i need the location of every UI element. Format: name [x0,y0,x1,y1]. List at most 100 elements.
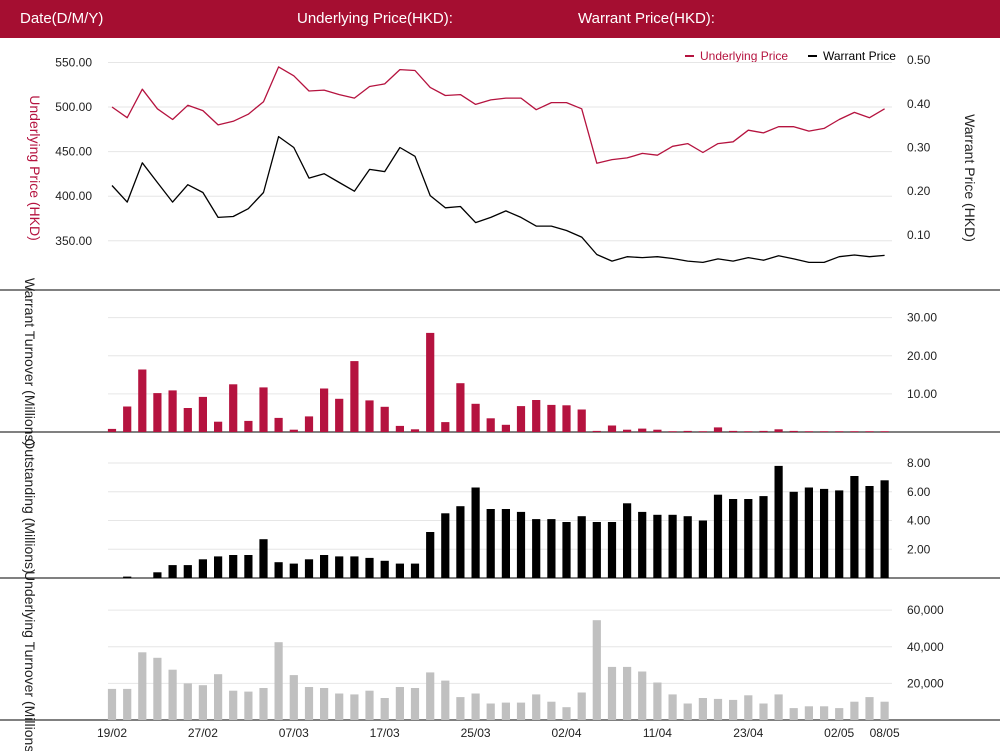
x-axis-tick-label: 07/03 [279,726,309,740]
warrant-turnover-bar [198,396,207,432]
outstanding-bar [516,511,526,578]
outstanding-bar [183,565,192,578]
legend-warrant-label[interactable]: Warrant Price [823,49,896,63]
outstanding-bar [820,488,829,578]
outstanding-bar [744,499,753,578]
price-right-tick-label: 0.20 [907,184,931,198]
warrant-turnover-bar [638,428,647,432]
warrant-turnover-axis-title: Warrant Turnover (Millions) [22,278,38,446]
legend: Underlying Price Warrant Price [685,49,896,63]
underlying-turnover-bar [320,688,329,720]
price-left-tick-label: 550.00 [55,55,92,69]
outstanding-bar [304,559,314,578]
warrant-turnover-bar [426,332,435,432]
outstanding-bar [850,476,859,578]
underlying-turnover-bar [804,706,813,720]
underlying-turnover-bar [244,691,253,720]
warrant-turnover-bar [441,422,450,432]
x-axis-tick-label: 11/04 [643,726,672,740]
outstanding-bar [653,514,662,578]
warrant-turnover-bar [835,431,844,432]
warrant-turnover-bar [592,430,601,432]
x-axis-tick-label: 17/03 [370,726,400,740]
underlying-turnover-bar [607,666,617,720]
outstanding-tick-label: 2.00 [907,542,931,556]
underlying-turnover-bar [350,694,359,720]
underlying-turnover-bar [395,687,404,720]
outstanding-bar [380,560,389,578]
underlying-turnover-bar [577,692,586,720]
outstanding-bar [729,499,738,578]
outstanding-bar [713,494,723,578]
underlying-turnover-bar [229,690,238,720]
warrant-turnover-bar [486,418,495,432]
warrant-turnover-bar [380,406,389,432]
outstanding-bar [789,491,798,578]
warrant-turnover-bar [123,406,132,432]
warrant-turnover-bar [289,429,298,432]
header-bar: Date(D/M/Y) Underlying Price(HKD): Warra… [0,0,1000,38]
outstanding-bar [865,486,874,578]
warrant-turnover-bar [683,430,692,432]
warrant-turnover-bar [607,425,617,432]
price-right-tick-label: 0.50 [907,53,931,67]
warrant-turnover-bar [107,428,117,432]
underlying-price-label: Underlying Price(HKD): [297,10,453,27]
underlying-turnover-bar [183,683,192,720]
underlying-turnover-bar [380,698,389,720]
warrant-turnover-bar [562,405,571,432]
underlying-turnover-bar [623,666,632,720]
warrant-price-axis-title: Warrant Price (HKD) [962,114,978,242]
warrant-turnover-bar [471,403,480,432]
x-axis-tick-label: 27/02 [188,726,218,740]
outstanding-bar [592,522,601,578]
price-right-tick-label: 0.10 [907,228,931,242]
x-axis-tick-label: 02/04 [551,726,581,740]
outstanding-bar [607,522,617,578]
underlying-turnover-bar [153,657,162,720]
outstanding-bar [804,487,813,578]
warrant-turnover-tick-label: 20.00 [907,349,937,363]
warrant-turnover-bar [365,400,374,432]
warrant-turnover-bar [244,420,253,432]
x-axis-tick-label: 02/05 [824,726,854,740]
warrant-turnover-bar [577,409,586,432]
outstanding-bar [668,514,677,578]
outstanding-bar [274,562,283,578]
warrant-turnover-bar [532,400,541,432]
warrant-turnover-bar [729,430,738,432]
warrant-turnover-bar [501,424,510,432]
warrant-turnover-bar [820,431,829,432]
underlying-turnover-bar [774,694,783,720]
warrant-turnover-bar [350,361,359,432]
underlying-turnover-bar [138,652,147,720]
x-axis-tick-label: 19/02 [97,726,127,740]
underlying-turnover-bar [274,642,283,720]
underlying-turnover-bar [486,703,495,720]
underlying-price-line [111,66,885,164]
warrant-turnover-bar [880,431,889,432]
outstanding-bar [289,563,298,578]
outstanding-bar [547,519,556,578]
outstanding-bar [577,516,586,578]
outstanding-bar [880,480,889,578]
outstanding-bar [198,559,207,578]
outstanding-tick-label: 4.00 [907,514,931,528]
warrant-turnover-bar [547,404,556,432]
outstanding-bar [623,503,632,578]
chart-area: Underlying Price Warrant Price Underlyin… [0,49,1000,751]
outstanding-tick-label: 8.00 [907,456,931,470]
outstanding-axis-title: Outstanding (Millions) [22,438,38,573]
warrant-turnover-bar [138,369,147,432]
underlying-turnover-bar [335,693,344,720]
underlying-turnover-bar [789,708,798,720]
warrant-turnover-bar [744,431,753,432]
x-axis-tick-label: 25/03 [461,726,491,740]
underlying-turnover-bar [850,701,859,720]
underlying-turnover-tick-label: 60,000 [907,603,944,617]
underlying-turnover-bar [214,674,223,720]
underlying-turnover-bar [562,707,571,720]
outstanding-bar [350,556,359,578]
underlying-turnover-bar [501,702,510,720]
legend-underlying-label[interactable]: Underlying Price [700,49,788,63]
